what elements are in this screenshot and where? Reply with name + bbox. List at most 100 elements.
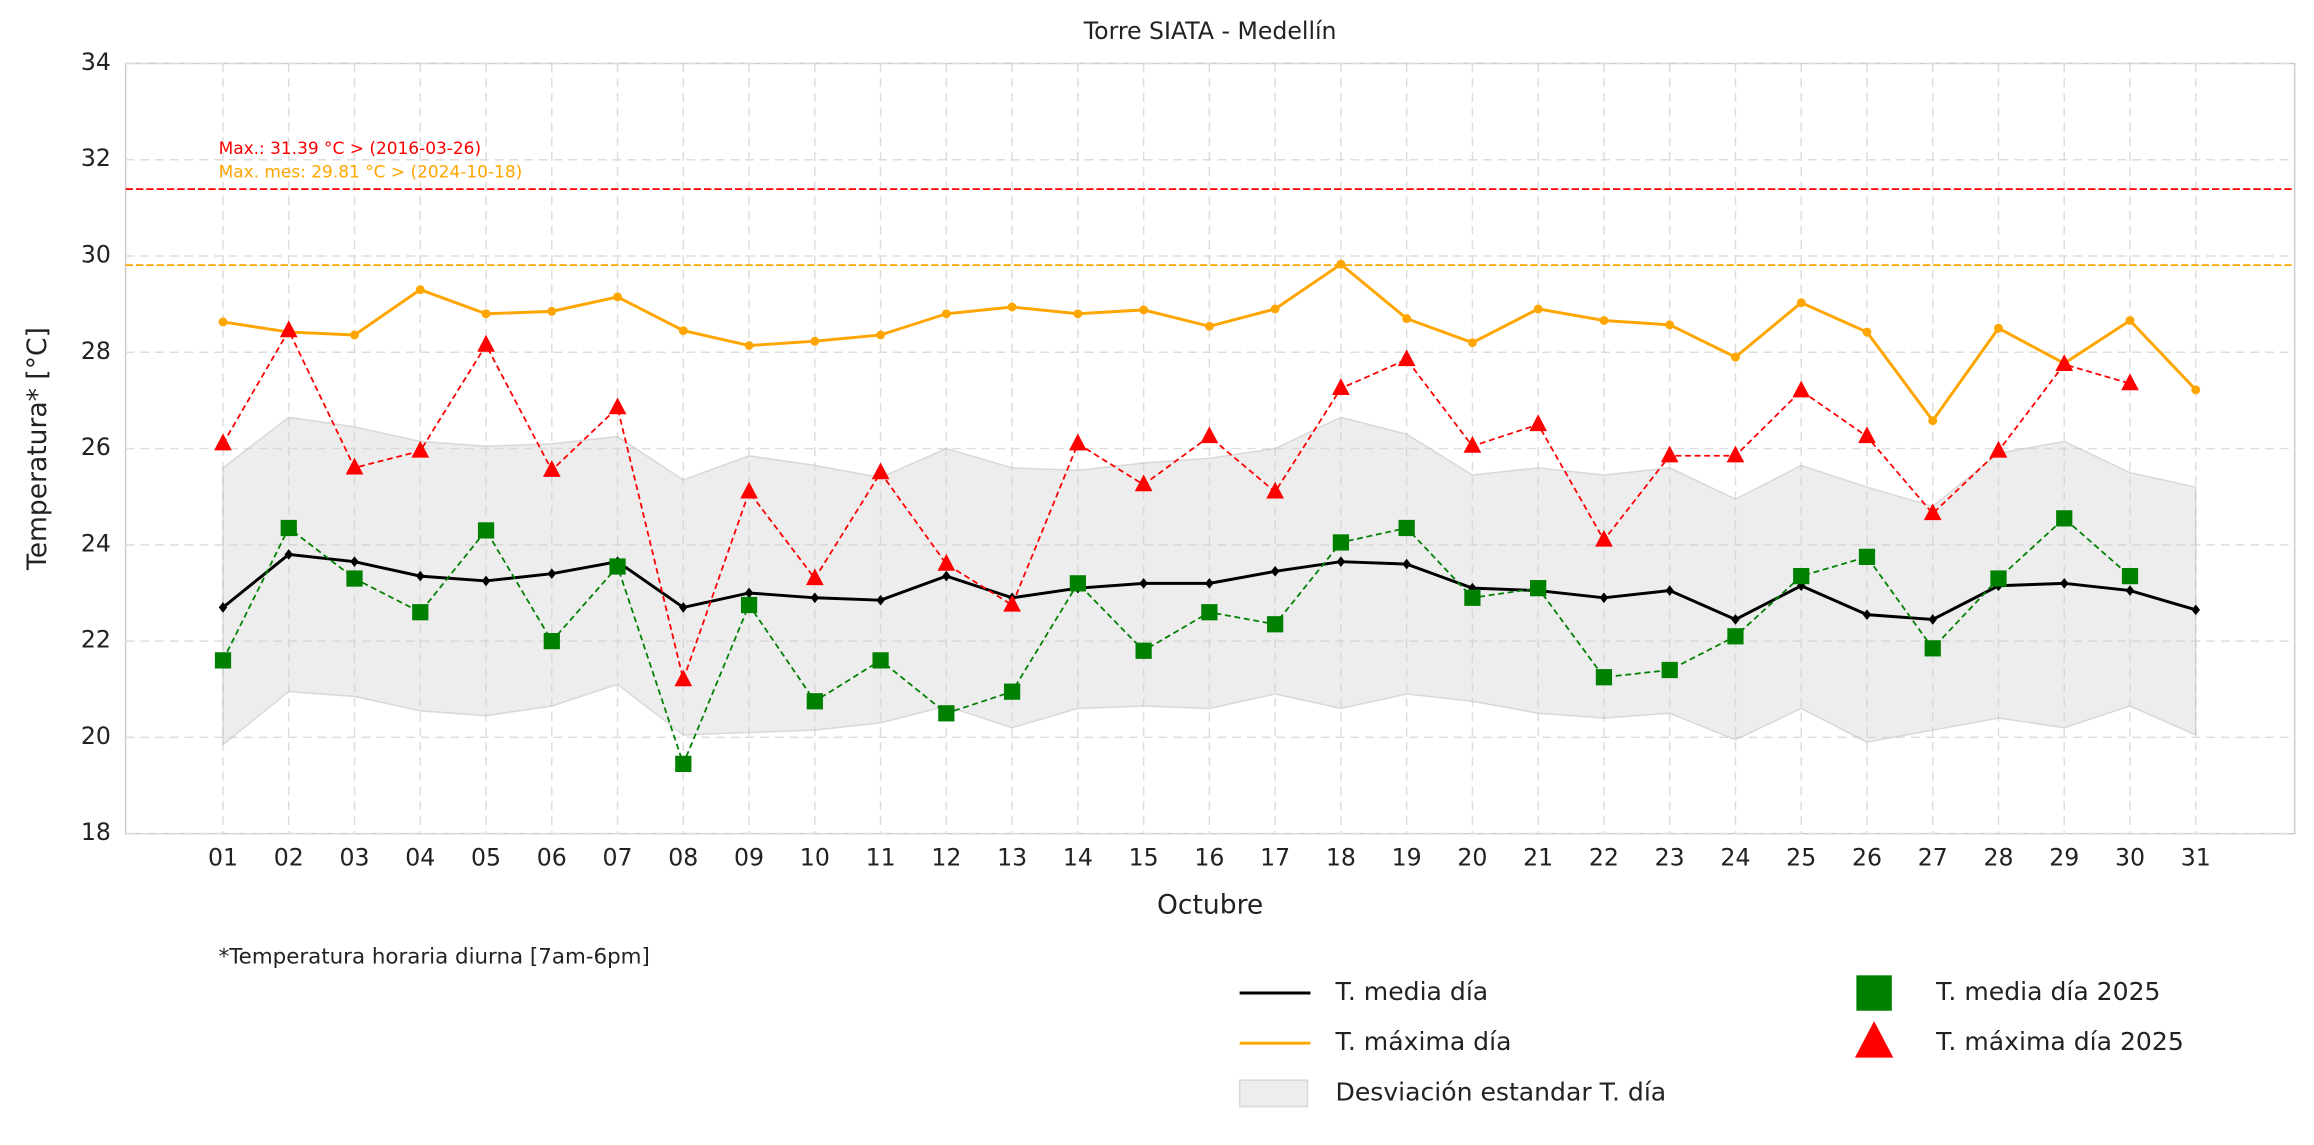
point (2121, 568, 2139, 585)
point (678, 326, 688, 336)
point (1661, 661, 1678, 679)
point (1397, 349, 1416, 367)
point (744, 341, 754, 350)
x-tick-label: 29 (2049, 843, 2079, 871)
point (1533, 304, 1543, 314)
reference-annotation: Max. mes: 29.81 °C > (2024-10-18) (219, 162, 523, 182)
point (547, 306, 557, 316)
point (1205, 578, 1214, 589)
point (2191, 604, 2201, 616)
point (218, 602, 228, 613)
point (876, 330, 886, 340)
point (284, 549, 294, 560)
point (1201, 604, 1218, 621)
point (740, 481, 758, 499)
x-tick-label: 01 (208, 843, 238, 871)
point (350, 556, 359, 567)
x-tick-label: 05 (471, 843, 501, 871)
point (1007, 302, 1017, 312)
point (810, 592, 820, 604)
point (542, 460, 561, 477)
point (876, 594, 885, 606)
point (2121, 373, 2139, 391)
point (1139, 305, 1149, 315)
point (1599, 592, 1609, 604)
y-tick-label: 28 (81, 337, 111, 365)
point (609, 558, 626, 575)
y-tick-label: 26 (81, 433, 111, 461)
reference-annotation: Max.: 31.39 °C > (2016-03-26) (219, 138, 482, 158)
point (679, 602, 688, 613)
point (1270, 304, 1280, 314)
x-tick-label: 28 (1983, 843, 2013, 871)
point (674, 669, 693, 687)
point (1731, 614, 1740, 625)
point (1727, 628, 1744, 645)
chart-title: Torre SIATA - Medellín (1083, 17, 1337, 45)
point (1073, 309, 1083, 319)
point (1989, 440, 2008, 458)
point (280, 519, 297, 537)
point (1266, 481, 1284, 499)
point (415, 285, 425, 295)
point (1858, 548, 1876, 565)
point (345, 457, 364, 475)
legend-label: T. máxima día 2025 (1935, 1027, 2184, 1056)
point (481, 575, 491, 587)
x-tick-label: 25 (1786, 843, 1816, 871)
x-tick-label: 17 (1260, 843, 1290, 871)
point (2191, 385, 2201, 395)
point (1139, 578, 1148, 589)
point (1267, 616, 1284, 633)
x-tick-label: 31 (2181, 843, 2211, 871)
x-tick-label: 27 (1918, 843, 1948, 871)
point (1928, 614, 1937, 625)
y-tick-label: 22 (81, 626, 111, 654)
point (675, 755, 692, 772)
point (805, 568, 824, 586)
point (1336, 556, 1346, 567)
point (1402, 314, 1412, 324)
x-tick-label: 02 (274, 843, 304, 871)
point (218, 317, 228, 327)
y-tick-label: 24 (81, 529, 111, 557)
point (871, 462, 890, 480)
x-tick-label: 13 (997, 843, 1027, 871)
legend-label: T. media día (1335, 977, 1489, 1006)
point (1003, 594, 1021, 612)
point (1660, 445, 1679, 463)
point (1530, 580, 1547, 597)
point (1464, 589, 1481, 606)
point (1270, 565, 1280, 577)
point (1928, 416, 1938, 426)
y-tick-label: 32 (81, 144, 111, 172)
x-tick-label: 14 (1063, 843, 1093, 871)
point (1595, 529, 1613, 547)
point (1665, 585, 1674, 596)
point (1792, 380, 1811, 398)
y-tick-label: 18 (81, 818, 111, 846)
point (214, 652, 232, 669)
point (938, 705, 955, 722)
point (1200, 426, 1219, 444)
x-tick-label: 06 (537, 843, 567, 871)
point (1731, 352, 1740, 362)
point (1793, 568, 1810, 585)
point (547, 568, 557, 580)
x-tick-label: 30 (2115, 843, 2145, 871)
point (346, 570, 363, 587)
point (1003, 683, 1021, 700)
point (1990, 570, 2007, 587)
point (1336, 259, 1346, 269)
point (477, 334, 495, 352)
x-tick-label: 24 (1720, 843, 1750, 871)
point (1924, 640, 1941, 657)
x-tick-label: 04 (405, 843, 435, 871)
point (1463, 435, 1482, 453)
point (1069, 433, 1087, 451)
point (1858, 426, 1876, 444)
point (411, 440, 430, 458)
point (1994, 323, 2003, 333)
point (937, 553, 956, 571)
